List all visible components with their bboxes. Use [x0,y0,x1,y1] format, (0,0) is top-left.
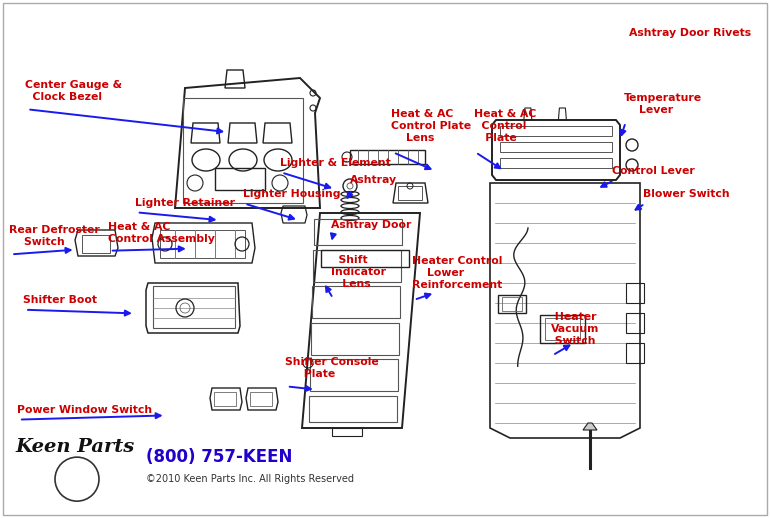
Text: Ashtray Door Rivets: Ashtray Door Rivets [628,28,751,38]
Bar [160,230,245,258]
Text: Center Gauge &
  Clock Bezel: Center Gauge & Clock Bezel [25,80,122,102]
Bar [626,313,644,333]
Bar [350,150,425,164]
Text: Rear Defroster
    Switch: Rear Defroster Switch [9,225,100,247]
Text: Keen Parts: Keen Parts [15,438,135,456]
Bar [332,428,362,436]
Text: Shifter Boot: Shifter Boot [23,295,97,305]
Bar [500,126,612,136]
Bar [312,286,400,319]
Bar [310,359,397,392]
Bar [183,98,303,203]
Text: Heat & AC
Control Assembly: Heat & AC Control Assembly [108,222,215,243]
Text: Ashtray Door: Ashtray Door [331,220,411,230]
Bar [502,297,522,311]
Bar [500,158,612,168]
Bar [310,323,399,355]
Bar [626,283,644,303]
Text: Shift
Indicator
   Lens: Shift Indicator Lens [331,255,386,289]
Bar [498,295,526,313]
Text: Shifter Console
     Plate: Shifter Console Plate [285,357,379,379]
Bar [250,392,272,406]
Text: Power Window Switch: Power Window Switch [17,405,152,415]
Text: Ashtray: Ashtray [350,175,397,185]
Text: Heater
Vacuum
 Switch: Heater Vacuum Switch [551,312,599,346]
Text: Heat & AC
  Control
   Plate: Heat & AC Control Plate [474,109,536,143]
Bar [398,186,422,200]
Bar [215,168,265,190]
Text: (800) 757-KEEN: (800) 757-KEEN [146,448,293,466]
Bar [545,318,580,340]
Text: Heat & AC
Control Plate
    Lens: Heat & AC Control Plate Lens [391,109,471,143]
Bar [214,392,236,406]
Text: Lighter Housing: Lighter Housing [243,189,340,199]
Bar [500,142,612,152]
Polygon shape [583,423,597,430]
Bar [153,286,235,328]
Text: Control Lever: Control Lever [612,166,695,176]
Bar [313,250,400,282]
Bar [82,235,110,253]
Text: Lighter & Element: Lighter & Element [280,158,390,168]
Bar [540,315,585,343]
Bar [309,396,397,422]
Bar [313,220,402,245]
Text: ©2010 Keen Parts Inc. All Rights Reserved: ©2010 Keen Parts Inc. All Rights Reserve… [146,474,354,484]
Text: Blower Switch: Blower Switch [643,189,729,199]
Text: Temperature
    Lever: Temperature Lever [624,93,701,115]
Bar [626,343,644,363]
Text: Lighter Retainer: Lighter Retainer [135,198,235,208]
Text: Heater Control
    Lower
Reinforcement: Heater Control Lower Reinforcement [412,256,502,291]
Bar [320,250,409,267]
